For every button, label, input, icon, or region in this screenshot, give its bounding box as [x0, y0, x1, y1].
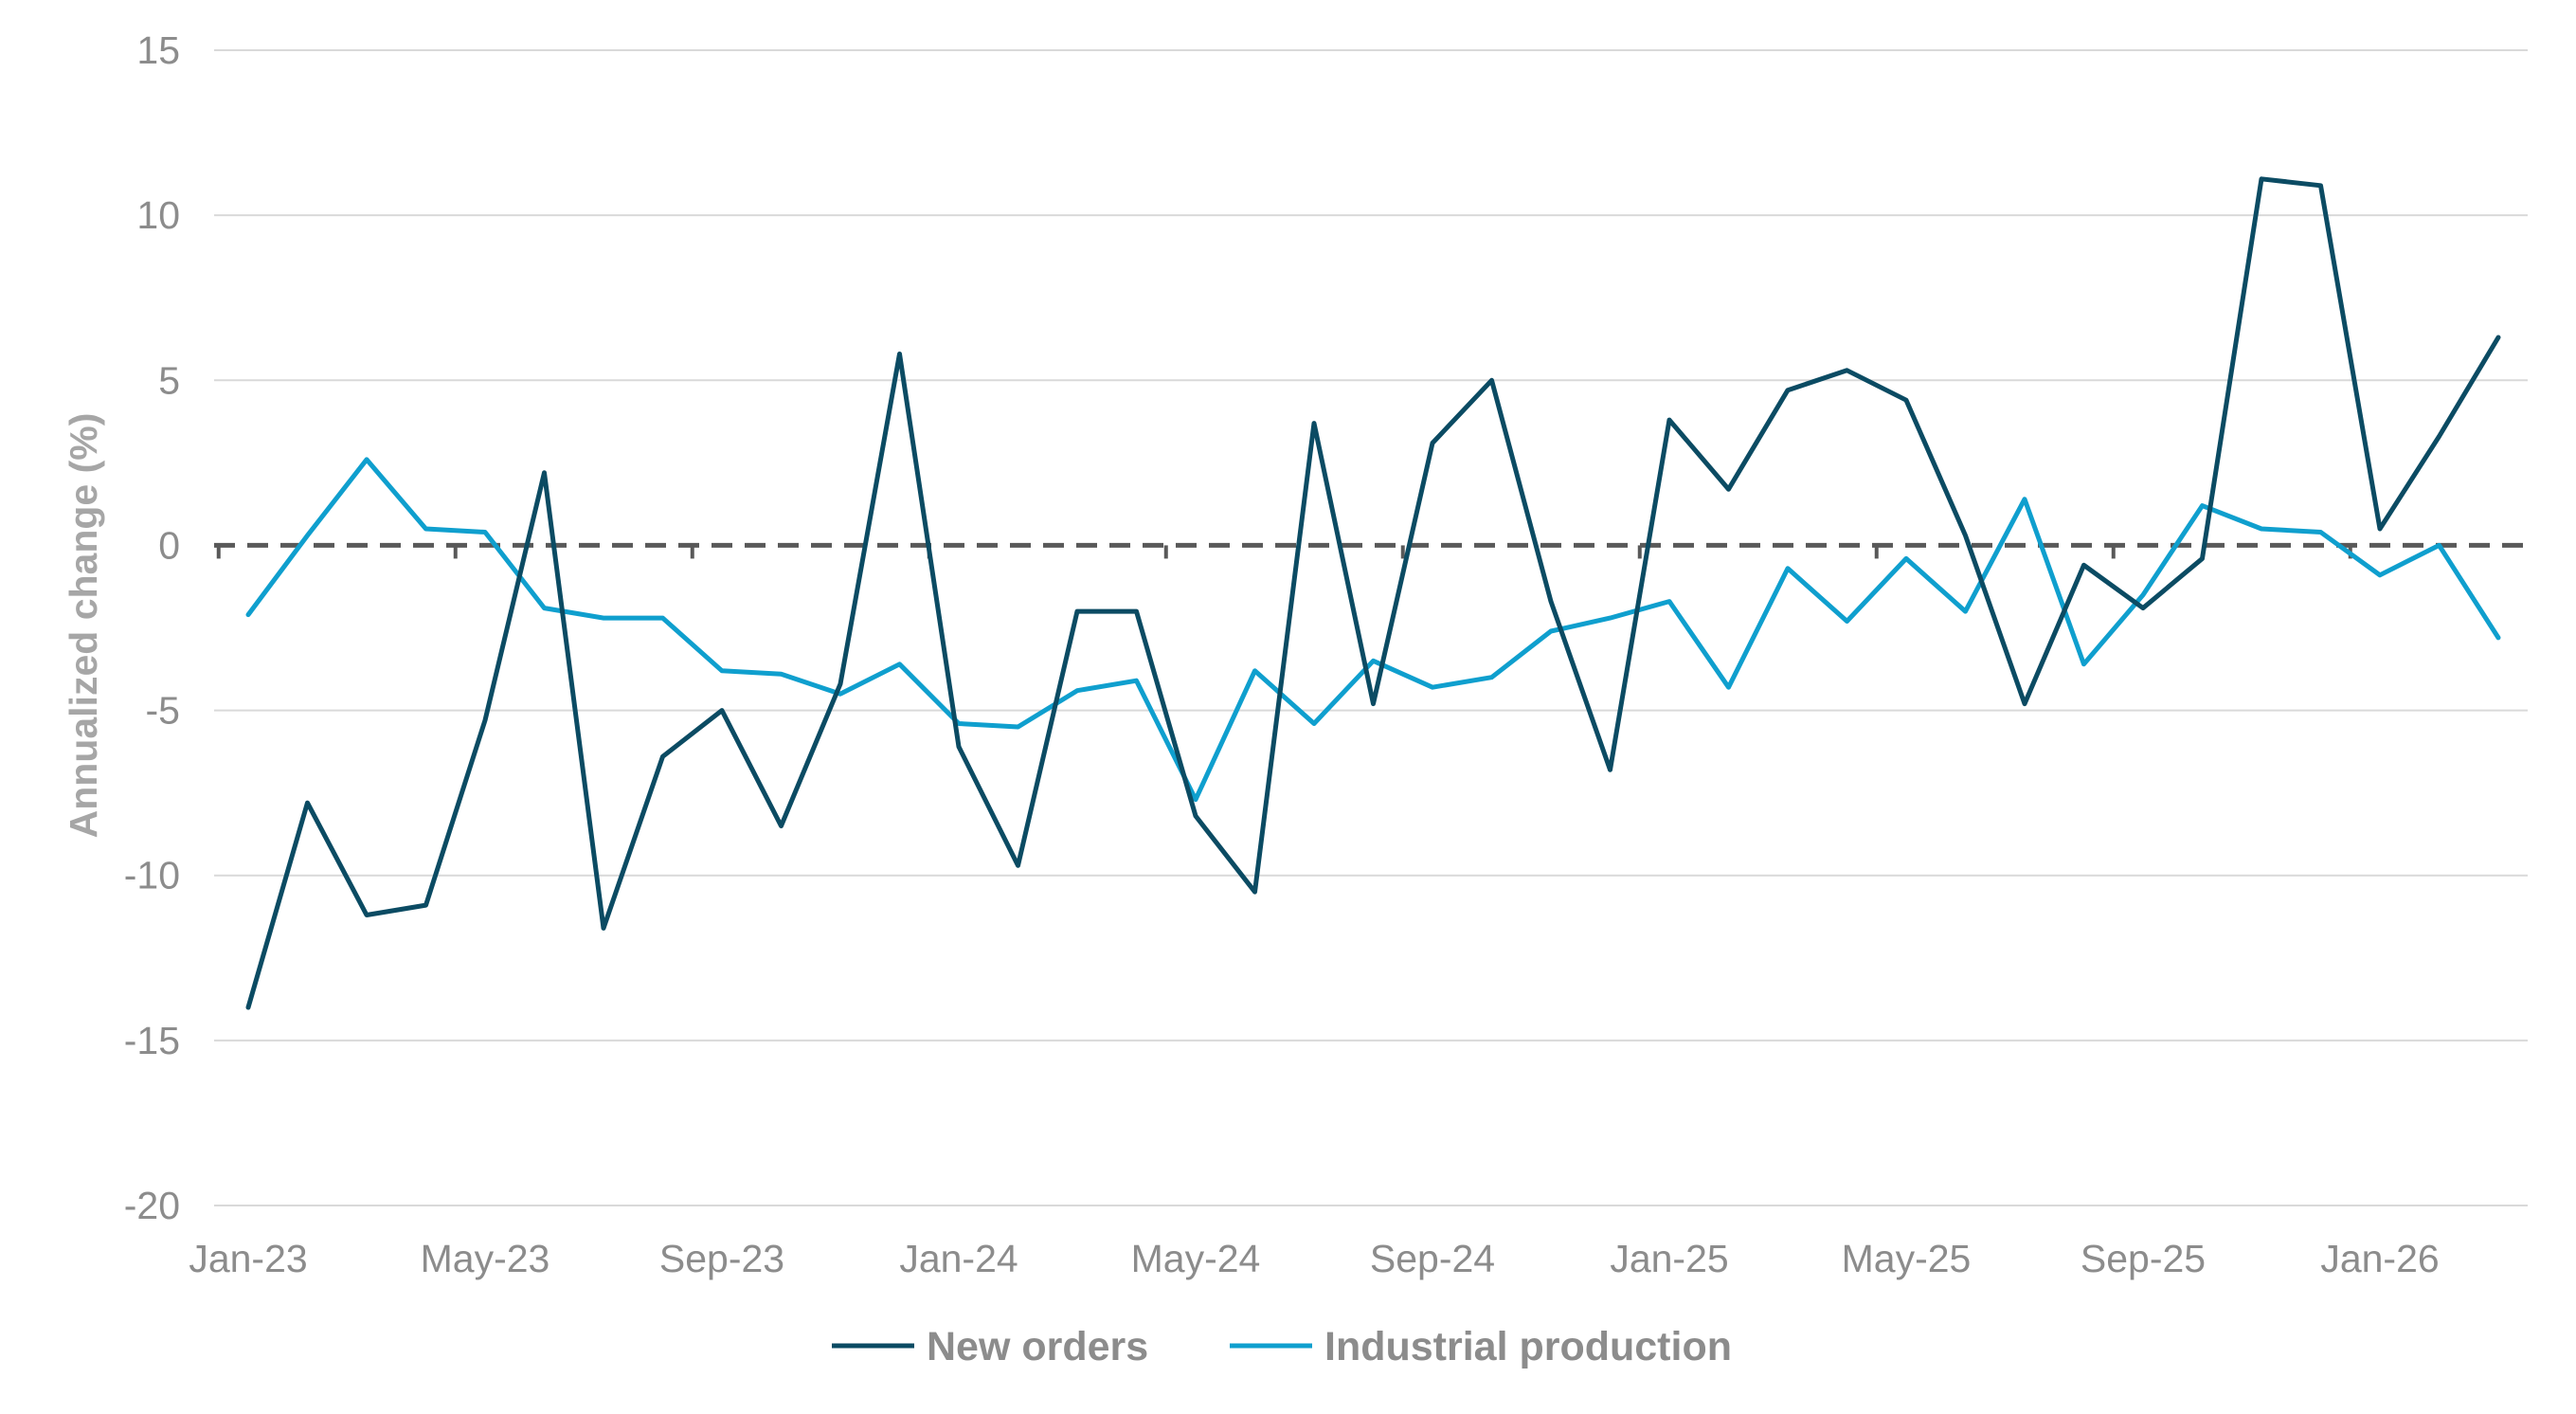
- x-tick-label: Sep-25: [2081, 1237, 2206, 1280]
- legend-item-industrial-production: Industrial production: [1230, 1324, 1732, 1369]
- x-tick-label: May-25: [1842, 1237, 1972, 1280]
- y-tick-label: -15: [124, 1019, 180, 1062]
- legend-item-new-orders: New orders: [832, 1324, 1148, 1369]
- x-tick-label: May-23: [421, 1237, 550, 1280]
- y-tick-label: -10: [124, 854, 180, 897]
- y-axis-title: Annualized change (%): [62, 413, 105, 839]
- y-tick-labels: 15 10 5 0 -5 -10 -15 -20: [124, 28, 180, 1227]
- y-tick-label: -20: [124, 1184, 180, 1227]
- y-tick-label: 15: [136, 28, 180, 72]
- x-tick-label: Sep-24: [1370, 1237, 1495, 1280]
- series-lines: [245, 176, 2501, 1010]
- y-tick-label: 5: [158, 358, 180, 402]
- legend-label-new-orders: New orders: [927, 1324, 1148, 1369]
- series-line-new-orders: [245, 176, 2501, 1010]
- y-tick-label: 0: [158, 523, 180, 567]
- gridlines: [214, 49, 2528, 1206]
- series-line-industrial-production: [245, 457, 2501, 803]
- legend: New orders Industrial production: [832, 1324, 1732, 1369]
- legend-label-industrial-production: Industrial production: [1324, 1324, 1732, 1369]
- x-tick-label: Jan-24: [899, 1237, 1018, 1280]
- x-tick-label: Jan-23: [189, 1237, 307, 1280]
- x-tick-label: May-24: [1131, 1237, 1261, 1280]
- x-tick-label: Jan-26: [2320, 1237, 2439, 1280]
- x-tick-label: Sep-23: [659, 1237, 784, 1280]
- y-tick-label: -5: [146, 689, 180, 733]
- zero-reference-line: [214, 542, 2528, 559]
- x-tick-label: Jan-25: [1610, 1237, 1728, 1280]
- x-tick-labels: Jan-23 May-23 Sep-23 Jan-24 May-24 Sep-24 Jan-…: [189, 1237, 2439, 1280]
- y-tick-label: 10: [136, 193, 180, 237]
